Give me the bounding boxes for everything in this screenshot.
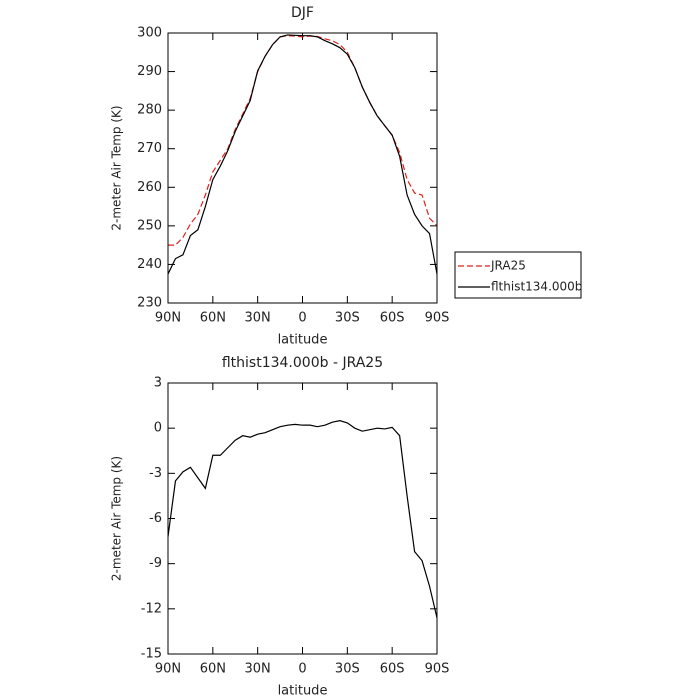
x-tick-label: 60N xyxy=(200,311,226,326)
x-tick-label: 0 xyxy=(298,662,306,677)
x-tick-label: 0 xyxy=(298,311,306,326)
y-tick-label: -9 xyxy=(149,556,162,571)
data-line xyxy=(168,35,438,246)
x-tick-label: 30S xyxy=(335,311,360,326)
y-tick-label: 280 xyxy=(137,103,162,118)
data-line xyxy=(167,34,438,275)
x-tick-label: 60N xyxy=(200,662,226,677)
y-tick-label: 240 xyxy=(137,257,162,272)
chart-title: DJF xyxy=(291,5,314,21)
y-tick-label: 250 xyxy=(137,218,162,233)
y-tick-label: 270 xyxy=(137,141,162,156)
x-tick-label: 60S xyxy=(380,662,405,677)
y-tick-label: -12 xyxy=(141,601,162,616)
x-tick-label: 90N xyxy=(155,311,181,326)
y-tick-label: -6 xyxy=(149,511,162,526)
data-line xyxy=(167,420,438,619)
x-tick-label: 90N xyxy=(155,662,181,677)
x-tick-label: 60S xyxy=(380,311,405,326)
y-tick-label: 300 xyxy=(137,26,162,41)
y-tick-label: 3 xyxy=(154,376,162,391)
y-tick-label: 260 xyxy=(137,180,162,195)
plot-frame xyxy=(167,382,438,655)
chart-title: flthist134.000b - JRA25 xyxy=(222,355,383,371)
y-tick-label: 230 xyxy=(137,296,162,311)
plot-frame xyxy=(167,32,438,304)
x-tick-label: 90S xyxy=(425,311,450,326)
y-tick-label: -15 xyxy=(141,647,162,662)
legend-box xyxy=(454,251,582,299)
x-tick-label: 30N xyxy=(245,662,271,677)
y-tick-label: -3 xyxy=(149,466,162,481)
x-tick-label: 90S xyxy=(425,662,450,677)
x-tick-label: 30N xyxy=(245,311,271,326)
legend-label: flthist134.000b xyxy=(491,280,582,294)
y-tick-label: 290 xyxy=(137,64,162,79)
x-axis-label: latitude xyxy=(278,684,328,699)
x-axis-label: latitude xyxy=(278,333,328,348)
y-tick-label: 0 xyxy=(154,421,162,436)
x-tick-label: 30S xyxy=(335,662,360,677)
y-axis-label: 2-meter Air Temp (K) xyxy=(110,456,124,581)
legend-label: JRA25 xyxy=(490,259,526,273)
y-axis-label: 2-meter Air Temp (K) xyxy=(110,105,124,230)
